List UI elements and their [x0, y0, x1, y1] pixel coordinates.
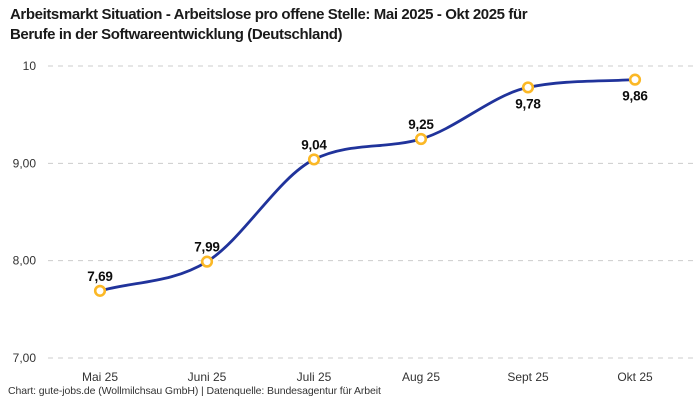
data-point-marker	[93, 284, 107, 297]
y-tick-label: 8,00	[13, 254, 37, 268]
series-line	[98, 78, 637, 293]
data-point-label: 7,69	[87, 269, 112, 284]
x-tick-label: Juni 25	[188, 370, 227, 384]
data-point-marker	[414, 132, 428, 146]
chart-title: Arbeitsmarkt Situation - Arbeitslose pro…	[10, 5, 690, 45]
data-point-label: 9,25	[408, 117, 434, 132]
x-tick-label: Aug 25	[402, 370, 440, 384]
data-point-label: 9,04	[301, 137, 327, 152]
y-tick-label: 10	[23, 59, 37, 73]
data-point-label: 7,99	[194, 240, 219, 255]
chart-title-line2: Berufe in der Softwareentwicklung (Deuts…	[10, 26, 343, 43]
x-tick-label: Okt 25	[617, 370, 653, 384]
y-tick-label: 7,00	[13, 351, 37, 365]
x-tick-label: Juli 25	[297, 370, 332, 384]
chart-title-line1: Arbeitsmarkt Situation - Arbeitslose pro…	[10, 6, 528, 23]
data-point-marker	[307, 153, 321, 166]
data-point-marker	[521, 81, 535, 94]
data-point-marker	[200, 255, 214, 268]
data-point-label: 9,86	[622, 89, 648, 104]
y-tick-label: 9,00	[13, 156, 37, 170]
chart-footer: Chart: gute-jobs.de (Wollmilchsau GmbH) …	[8, 385, 381, 397]
x-tick-label: Sept 25	[507, 370, 549, 384]
data-point-label: 9,78	[515, 96, 541, 111]
x-tick-label: Mai 25	[82, 370, 118, 384]
data-point-marker	[628, 73, 642, 86]
